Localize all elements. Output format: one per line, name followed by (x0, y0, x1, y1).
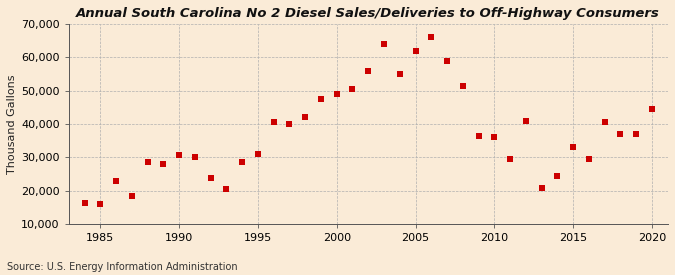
Point (458, 84, 468, 88)
Point (205, 175, 216, 180)
Point (363, 68, 374, 73)
Point (95, 201, 106, 206)
Point (599, 120, 610, 125)
Y-axis label: Thousand Gallons: Thousand Gallons (7, 74, 17, 174)
Point (426, 35, 437, 39)
Point (142, 160, 153, 165)
Point (79, 200, 90, 205)
Text: Source: U.S. Energy Information Administration: Source: U.S. Energy Information Administ… (7, 262, 238, 272)
Point (394, 72, 405, 76)
Point (190, 155, 200, 159)
Title: Annual South Carolina No 2 Diesel Sales/Deliveries to Off-Highway Consumers: Annual South Carolina No 2 Diesel Sales/… (76, 7, 660, 20)
Point (473, 134, 484, 138)
Point (111, 179, 122, 183)
Point (331, 92, 342, 96)
Point (347, 87, 358, 91)
Point (284, 122, 295, 126)
Point (568, 145, 578, 150)
Point (237, 160, 248, 165)
Point (252, 152, 263, 156)
Point (410, 48, 421, 53)
Point (552, 174, 563, 178)
Point (126, 194, 137, 198)
Point (647, 107, 657, 111)
Point (505, 157, 516, 161)
Point (300, 115, 310, 120)
Point (520, 119, 531, 123)
Point (489, 135, 500, 140)
Point (536, 185, 547, 190)
Point (158, 162, 169, 166)
Point (379, 42, 389, 46)
Point (221, 187, 232, 191)
Point (268, 120, 279, 125)
Point (583, 157, 594, 161)
Point (173, 153, 184, 157)
Point (441, 58, 452, 63)
Point (630, 132, 641, 136)
Point (315, 97, 326, 101)
Point (615, 132, 626, 136)
